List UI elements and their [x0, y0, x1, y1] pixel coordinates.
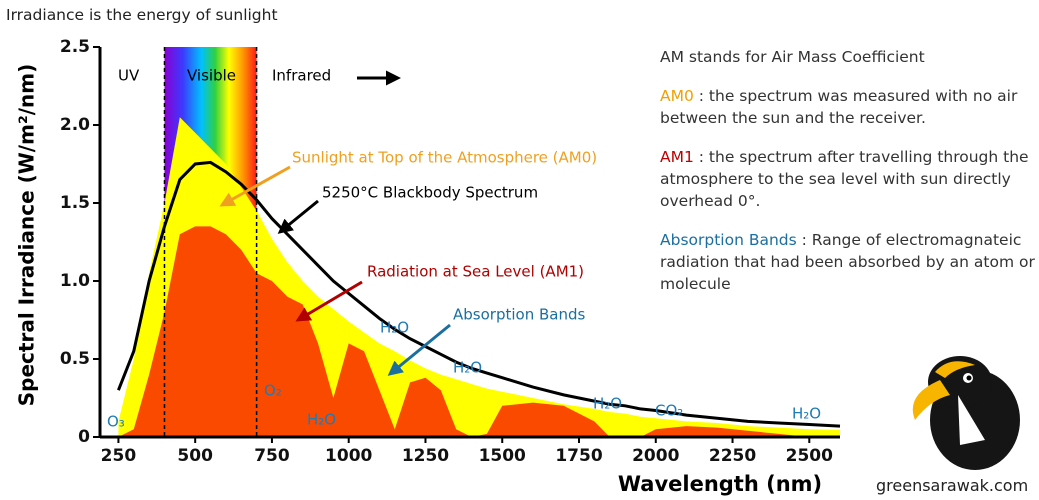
- series-label: Sunlight at Top of the Atmosphere (AM0): [292, 149, 597, 167]
- x-tick-label: 1250: [402, 446, 449, 466]
- y-tick-label: 2.5: [60, 37, 90, 57]
- note-term: AM1: [660, 148, 694, 166]
- gas-label: H₂O: [307, 411, 336, 429]
- gas-label: H₂O: [792, 405, 821, 423]
- annotation: Absorption Bands: [453, 306, 585, 324]
- note-term: Absorption Bands: [660, 231, 797, 249]
- region-label: UV: [118, 67, 140, 85]
- x-tick-label: 2500: [786, 446, 833, 466]
- gas-label: H₂O: [593, 395, 622, 413]
- series-label: Radiation at Sea Level (AM1): [367, 263, 584, 281]
- logo-bird: [913, 356, 1020, 470]
- x-tick-label: 500: [177, 446, 213, 466]
- y-tick-label: 0: [78, 427, 90, 447]
- notes: AM stands for Air Mass Coefficient AM0 :…: [660, 46, 1035, 312]
- x-tick-label: 1500: [479, 446, 526, 466]
- note: AM0 : the spectrum was measured with no …: [660, 85, 1035, 129]
- x-tick-label: 1000: [325, 446, 372, 466]
- note-text: : the spectrum was measured with no air …: [660, 87, 1017, 127]
- note: Absorption Bands : Range of electromagna…: [660, 229, 1035, 295]
- arrow: [280, 201, 318, 232]
- footer: greensarawak.com: [876, 476, 1028, 495]
- y-tick-label: 2.0: [60, 115, 90, 135]
- x-tick-label: 750: [254, 446, 290, 466]
- notes-heading: AM stands for Air Mass Coefficient: [660, 46, 1035, 68]
- region-label: Infrared: [272, 67, 331, 85]
- gas-label: O₂: [264, 382, 282, 400]
- series-label: 5250°C Blackbody Spectrum: [322, 184, 538, 202]
- y-axis-label: Spectral Irradiance (W/m²/nm): [15, 64, 39, 406]
- gas-label: CO₂: [655, 402, 683, 420]
- y-tick-label: 0.5: [60, 349, 90, 369]
- note-term: AM0: [660, 87, 694, 105]
- y-tick-label: 1.0: [60, 271, 90, 291]
- x-tick-label: 1750: [555, 446, 602, 466]
- note-text: : the spectrum after travelling through …: [660, 148, 1029, 210]
- gas-label: H₂O: [453, 359, 482, 377]
- gas-label: H₂O: [380, 319, 409, 337]
- region-label: Visible: [187, 67, 236, 85]
- x-tick-label: 2250: [709, 446, 756, 466]
- page: 0 0.5 1.0 1.5 2.0 2.5 250 500 750 1000 1250 1500 175…: [0, 0, 1039, 500]
- gas-label: O₃: [107, 413, 125, 431]
- note: AM1 : the spectrum after travelling thro…: [660, 146, 1035, 212]
- x-tick-label: 2000: [632, 446, 679, 466]
- x-tick-label: 250: [101, 446, 137, 466]
- title: Irradiance is the energy of sunlight: [6, 6, 278, 24]
- y-tick-label: 1.5: [60, 193, 90, 213]
- x-axis-label: Wavelength (nm): [618, 472, 822, 496]
